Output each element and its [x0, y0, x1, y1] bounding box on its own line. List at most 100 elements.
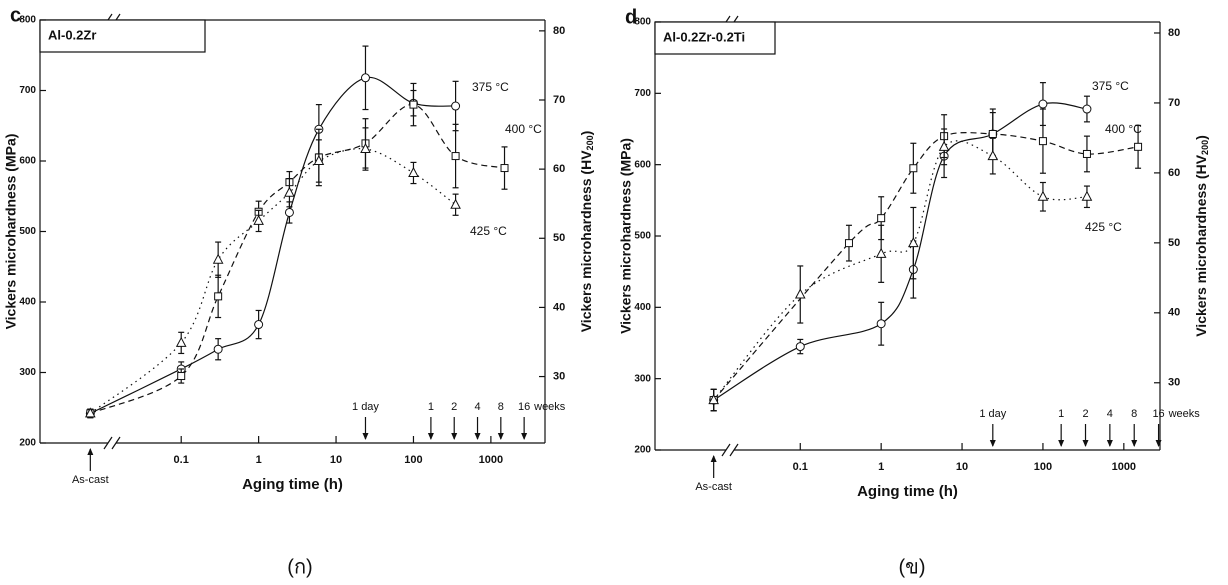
panel-letter: d: [625, 6, 637, 28]
arrow-head: [497, 433, 504, 440]
marker: [875, 247, 887, 258]
y2-tick-label: 30: [1168, 377, 1180, 389]
marker: [409, 100, 418, 109]
y2-axis-title-part: 200: [585, 135, 595, 150]
arrow-head: [521, 433, 528, 440]
marker: [909, 164, 918, 173]
series-label: 425 °C: [1085, 220, 1122, 234]
time-marker-label: 1 day: [352, 401, 379, 413]
x-axis-title: Aging time (h): [857, 483, 958, 500]
marker: [988, 129, 997, 138]
y-axis-title: Vickers microhardness (MPa): [618, 138, 634, 334]
x-tick-label: As-cast: [695, 481, 732, 493]
y-tick-label: 400: [634, 302, 651, 313]
arrow-head: [710, 455, 717, 462]
y2-tick-label: 60: [1168, 167, 1180, 179]
series-line: [89, 148, 456, 414]
arrow-head: [362, 433, 369, 440]
marker: [908, 237, 919, 248]
marker: [213, 344, 223, 354]
caption: (ข): [899, 556, 926, 578]
y2-axis-title-part: ): [1193, 135, 1209, 140]
series-line: [90, 76, 456, 414]
y2-axis-title-part: 200: [1200, 140, 1210, 155]
series-label: 400 °C: [1105, 122, 1142, 136]
marker: [1038, 137, 1047, 146]
axis-break: [103, 436, 113, 450]
series-line: [713, 132, 1139, 401]
arrow-head: [451, 433, 458, 440]
y2-tick-label: 70: [1168, 97, 1180, 109]
y2-tick-label: 70: [553, 94, 565, 106]
y2-tick-label: 80: [553, 25, 565, 37]
marker: [987, 150, 999, 161]
y-tick-label: 700: [19, 85, 36, 96]
marker: [795, 342, 805, 352]
time-marker-label: 16: [518, 401, 530, 413]
marker: [177, 372, 186, 381]
marker: [500, 164, 509, 173]
y2-tick-label: 50: [553, 232, 565, 244]
series-line: [90, 103, 505, 414]
marker: [1037, 190, 1049, 201]
series-line: [713, 102, 1088, 401]
time-unit: weeks: [533, 401, 566, 413]
x-tick-label: 1: [256, 454, 262, 466]
time-marker-label: 8: [498, 401, 504, 413]
arrow-head: [1131, 440, 1138, 447]
marker: [360, 142, 371, 154]
x-tick-label: 1: [878, 461, 884, 473]
y-tick-label: 200: [634, 445, 651, 456]
y2-axis-title-part: Vickers microhardness (HV: [578, 150, 594, 332]
marker: [84, 407, 96, 418]
series-label: 400 °C: [505, 122, 542, 136]
x-tick-label: 10: [330, 454, 342, 466]
series-label: 425 °C: [470, 224, 507, 238]
time-marker-label: 1: [1058, 408, 1064, 420]
marker: [212, 253, 224, 264]
arrow-head: [1106, 440, 1113, 447]
y-tick-label: 500: [634, 231, 651, 242]
y2-axis-title: Vickers microhardness (HV200): [1193, 135, 1211, 337]
y-tick-label: 400: [19, 297, 36, 308]
arrow-head: [1082, 440, 1089, 447]
y2-tick-label: 80: [1168, 27, 1180, 39]
marker: [175, 336, 187, 347]
y2-tick-label: 30: [553, 370, 565, 382]
arrow-head: [427, 433, 434, 440]
marker: [708, 393, 719, 405]
marker: [254, 320, 264, 330]
y-tick-label: 200: [19, 438, 36, 449]
x-tick-label: 1000: [479, 454, 503, 466]
caption: (ก): [287, 556, 312, 578]
marker: [214, 292, 223, 301]
marker: [1038, 99, 1048, 109]
series-line: [713, 140, 1087, 401]
y-tick-label: 500: [19, 226, 36, 237]
time-unit: weeks: [1168, 408, 1201, 420]
y2-axis-title-part: Vickers microhardness (HV: [1193, 154, 1209, 336]
arrow-head: [989, 440, 996, 447]
axis-break: [111, 436, 121, 450]
y-tick-label: 300: [19, 367, 36, 378]
series-label: 375 °C: [1092, 79, 1129, 93]
x-axis-title: Aging time (h): [242, 476, 343, 493]
marker: [284, 207, 294, 217]
time-marker-label: 4: [474, 401, 480, 413]
y-tick-label: 300: [634, 373, 651, 384]
y-tick-label: 600: [19, 156, 36, 167]
y2-tick-label: 60: [553, 163, 565, 175]
x-tick-label: 0.1: [174, 454, 189, 466]
y-tick-label: 700: [634, 88, 651, 99]
y2-tick-label: 40: [1168, 307, 1180, 319]
time-marker-label: 2: [451, 401, 457, 413]
marker: [451, 152, 460, 161]
y2-tick-label: 50: [1168, 237, 1180, 249]
y2-axis-title-part: ): [578, 131, 594, 136]
axis-break: [729, 443, 739, 457]
label-box: [39, 19, 206, 53]
x-tick-label: 1000: [1112, 461, 1136, 473]
x-tick-label: 0.1: [793, 461, 808, 473]
marker: [1134, 142, 1143, 151]
arrow-head: [1155, 440, 1162, 447]
